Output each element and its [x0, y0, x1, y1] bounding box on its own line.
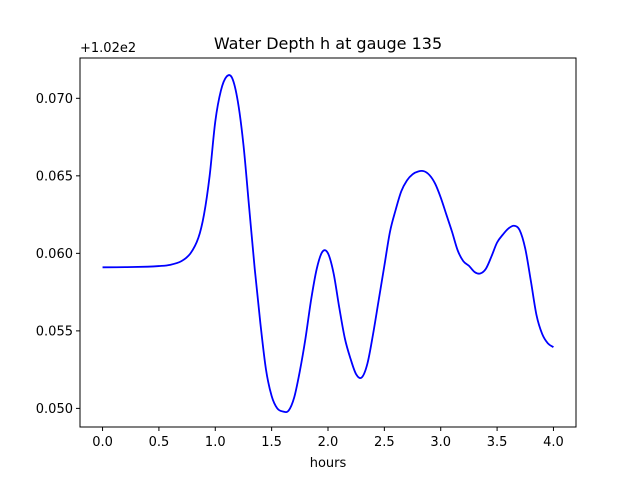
y-tick-label: 0.070 [36, 92, 73, 107]
x-tick-label: 0.5 [149, 435, 170, 450]
x-tick-label: 3.0 [430, 435, 451, 450]
x-axis-label: hours [310, 456, 347, 471]
chart-title: Water Depth h at gauge 135 [214, 34, 442, 53]
y-tick-label: 0.055 [36, 324, 73, 339]
x-tick-label: 2.5 [374, 435, 395, 450]
y-axis-offset-label: +1.02e2 [80, 41, 136, 56]
x-tick-label: 1.5 [261, 435, 282, 450]
y-tick-label: 0.065 [36, 169, 73, 184]
x-tick-label: 2.0 [318, 435, 339, 450]
x-tick-label: 0.0 [92, 435, 113, 450]
y-axis: 0.050 0.055 0.060 0.065 0.070 [36, 92, 80, 417]
series-line [102, 74, 554, 414]
x-tick-label: 1.0 [205, 435, 226, 450]
y-tick-label: 0.060 [36, 247, 73, 262]
x-tick-label: 4.0 [543, 435, 564, 450]
plot-area [102, 74, 554, 414]
x-axis: 0.0 0.5 1.0 1.5 2.0 2.5 3.0 3.5 4.0 [92, 427, 564, 450]
y-tick-label: 0.050 [36, 402, 73, 417]
x-tick-label: 3.5 [487, 435, 508, 450]
